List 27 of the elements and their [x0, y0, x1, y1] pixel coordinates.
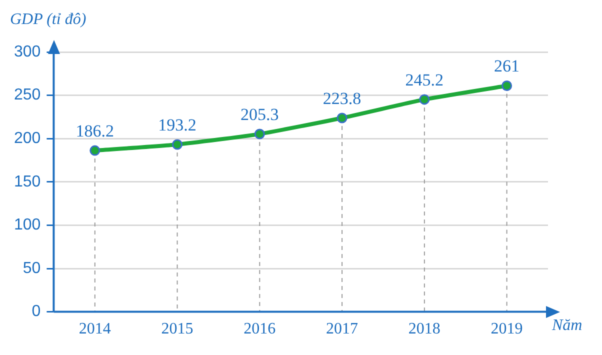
- x-tick-label: 2019: [490, 320, 523, 338]
- x-tick-label: 2018: [408, 320, 440, 338]
- y-tick-label: 200: [14, 130, 41, 148]
- y-tick-label: 100: [14, 216, 41, 234]
- data-label: 261: [494, 56, 520, 76]
- point: [419, 94, 430, 105]
- x-tick-label: 2016: [244, 320, 276, 338]
- y-tick-label: 150: [14, 173, 41, 190]
- data-label: 193.2: [158, 115, 196, 134]
- x-tick-label: 2015: [161, 320, 194, 338]
- y-axis-title: GDP (tỉ đô): [10, 11, 86, 28]
- point: [90, 145, 100, 156]
- y-tick-label: 0: [32, 303, 41, 320]
- data-label: 205.3: [240, 104, 279, 124]
- point: [172, 139, 183, 150]
- y-tick-label: 300: [14, 43, 41, 60]
- point: [254, 128, 265, 140]
- point: [502, 80, 512, 92]
- x-tick-label: 2017: [326, 320, 358, 338]
- x-tick-label: 2014: [78, 320, 111, 338]
- data-label: 223.8: [322, 88, 362, 108]
- data-label: 245.2: [405, 70, 444, 90]
- y-tick-label: 250: [14, 86, 41, 104]
- x-axis-title: Năm: [551, 317, 582, 334]
- y-tick-label: 50: [22, 260, 41, 277]
- data-label: 186.2: [76, 122, 114, 141]
- point: [336, 112, 348, 124]
